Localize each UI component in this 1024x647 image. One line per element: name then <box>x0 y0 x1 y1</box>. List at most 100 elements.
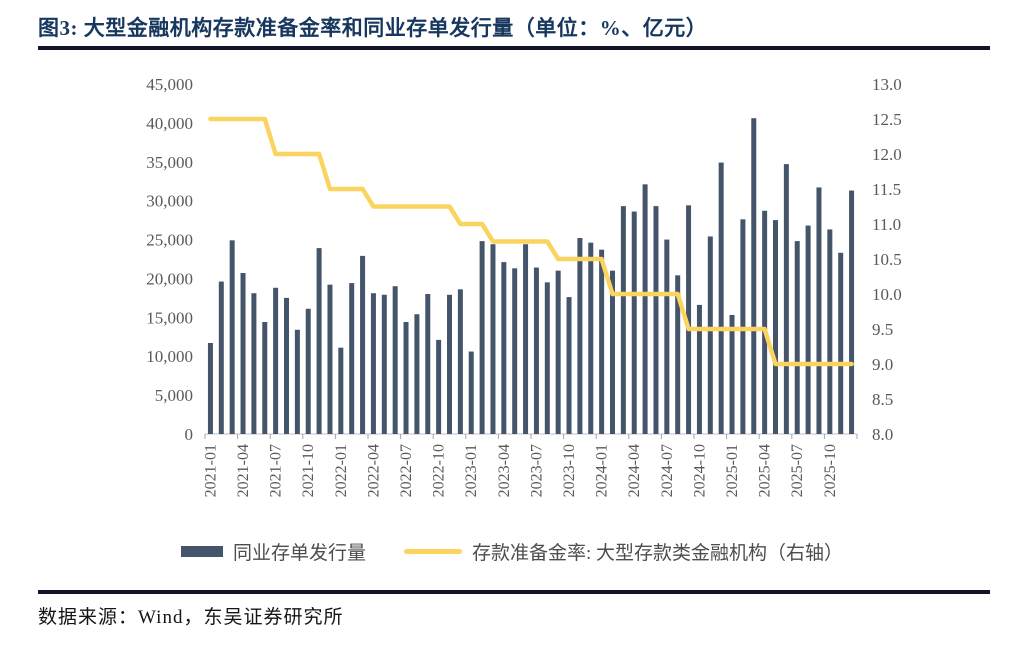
x-axis-label: 2024-04 <box>626 444 643 497</box>
bar <box>631 211 637 434</box>
x-axis-label: 2022-10 <box>431 444 448 497</box>
right-axis-label: 12.0 <box>872 145 902 164</box>
bar <box>425 294 431 434</box>
bar <box>762 210 768 434</box>
figure-title: 图3: 大型金融机构存款准备金率和同业存单发行量（单位：%、亿元） <box>38 16 708 40</box>
left-axis-label: 10,000 <box>146 347 193 366</box>
bar <box>284 297 289 434</box>
left-axis-label: 0 <box>185 425 194 444</box>
x-axis-label: 2022-04 <box>365 444 382 497</box>
bar <box>827 229 833 434</box>
bar <box>273 287 279 434</box>
bar <box>664 239 670 434</box>
bar <box>805 225 811 434</box>
right-axis-label: 12.5 <box>872 110 902 129</box>
bar <box>533 267 539 434</box>
left-axis-label: 5,000 <box>155 386 193 405</box>
x-axis-label: 2023-10 <box>561 444 578 497</box>
bar <box>707 236 713 434</box>
bar <box>316 248 322 434</box>
right-axis-label: 8.0 <box>872 425 893 444</box>
bar <box>566 297 572 434</box>
x-axis-label: 2021-04 <box>235 444 252 497</box>
bar <box>207 343 213 434</box>
bar <box>849 190 855 434</box>
right-axis-label: 10.5 <box>872 250 902 269</box>
left-axis-label: 40,000 <box>146 114 193 133</box>
line-series-swatch-icon <box>403 548 462 554</box>
x-axis-label: 2021-10 <box>300 444 317 497</box>
x-axis-label: 2023-04 <box>496 444 513 497</box>
bar <box>642 184 648 434</box>
bar <box>783 164 789 434</box>
left-axis-label: 15,000 <box>146 308 193 327</box>
x-axis-label: 2024-07 <box>659 444 676 497</box>
bar <box>403 322 409 434</box>
combo-chart: 0 5,000 10,000 15,000 20,000 25,000 30,000 35,0… <box>146 75 902 497</box>
x-axis-label: 2021-01 <box>202 444 219 497</box>
bar <box>294 329 300 434</box>
bar <box>794 241 800 434</box>
right-axis-label: 10.0 <box>872 285 902 304</box>
bar <box>718 162 724 435</box>
bar <box>675 275 681 434</box>
right-axis-label: 9.5 <box>872 320 893 339</box>
bar <box>501 262 507 434</box>
bar <box>360 255 366 434</box>
x-axis-label: 2025-10 <box>822 444 839 497</box>
footer-divider <box>38 590 990 594</box>
bar <box>436 339 442 434</box>
bar <box>392 286 398 434</box>
bar-series-swatch-icon <box>180 545 223 557</box>
bar <box>457 289 463 434</box>
x-axis-label: 2021-07 <box>268 444 285 497</box>
bar <box>414 314 420 434</box>
bar <box>479 241 485 434</box>
right-axis-label: 9.0 <box>872 355 893 374</box>
bar <box>653 206 659 434</box>
bar <box>305 308 311 434</box>
bar <box>816 187 822 434</box>
bar <box>240 273 246 434</box>
x-axis-label: 2023-01 <box>463 444 480 497</box>
bar <box>740 219 746 434</box>
bar <box>620 206 626 434</box>
bar <box>251 293 257 434</box>
bar <box>447 294 452 434</box>
left-axis-label: 25,000 <box>146 231 193 250</box>
left-axis-label: 35,000 <box>146 153 193 172</box>
bar <box>218 281 224 434</box>
bar <box>544 282 550 434</box>
bar-series-label: 同业存单发行量 <box>232 542 366 564</box>
bar <box>729 315 735 434</box>
bar <box>349 283 355 434</box>
right-axis-label: 13.0 <box>872 75 902 94</box>
right-axis-label: 8.5 <box>872 390 893 409</box>
bar <box>370 293 376 434</box>
left-axis-label: 30,000 <box>146 192 193 211</box>
bar <box>338 347 344 434</box>
chart-legend: 同业存单发行量 存款准备金率: 大型存款类金融机构（右轴） <box>0 536 1024 566</box>
line-series-label: 存款准备金率: 大型存款类金融机构（右轴） <box>471 542 844 564</box>
bar <box>327 284 333 434</box>
bar <box>610 270 615 434</box>
bar <box>686 205 692 434</box>
title-divider <box>38 46 990 50</box>
bar <box>468 351 474 434</box>
data-source: 数据来源：Wind，东吴证券研究所 <box>38 607 344 628</box>
x-axis-label: 2023-07 <box>528 444 545 497</box>
bar <box>381 294 387 434</box>
bar <box>512 268 518 434</box>
bar <box>696 304 702 434</box>
x-axis-label: 2022-07 <box>398 444 415 497</box>
x-axis-label: 2025-01 <box>724 444 741 497</box>
x-axis-label: 2024-01 <box>594 444 611 497</box>
bar <box>523 244 529 434</box>
bar <box>262 322 268 434</box>
right-axis-label: 11.0 <box>872 215 901 234</box>
x-axis-label: 2024-10 <box>691 444 708 497</box>
x-axis-label: 2025-04 <box>757 444 774 497</box>
bar <box>751 118 757 434</box>
bar <box>838 252 844 434</box>
left-axis-label: 20,000 <box>146 269 193 288</box>
